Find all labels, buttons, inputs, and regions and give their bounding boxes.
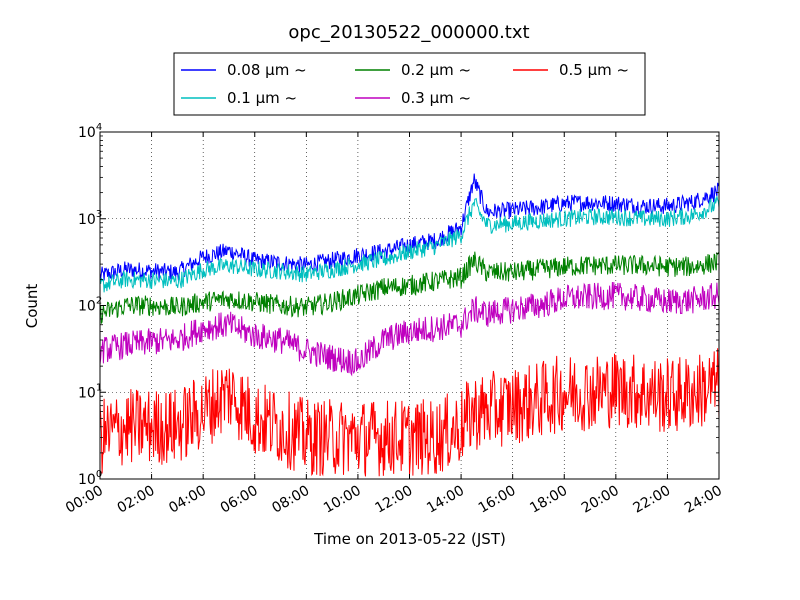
legend-label: 0.08 μm ~	[227, 61, 307, 79]
y-tick-base: 10	[78, 212, 96, 228]
series-line	[99, 281, 720, 377]
legend-box	[173, 52, 646, 116]
y-tick-base: 10	[78, 125, 96, 141]
chart-title: opc_20130522_000000.txt	[288, 22, 529, 43]
legend-item: 0.1 μm ~	[181, 89, 297, 107]
series-line	[99, 251, 720, 324]
series-3	[99, 281, 720, 377]
y-tick-label: 100	[78, 469, 102, 488]
plot-area	[99, 131, 720, 480]
y-tick-base: 10	[78, 385, 96, 401]
y-tick-base: 10	[78, 299, 96, 315]
y-tick-label: 101	[78, 382, 102, 401]
legend-label: 0.1 μm ~	[227, 89, 297, 107]
y-axis-label: Count	[23, 284, 41, 329]
legend: 0.08 μm ~ 0.1 μm ~ 0.2 μm ~ 0.3 μm ~ 0.5 μm …	[173, 52, 646, 116]
legend-label: 0.5 μm ~	[559, 61, 629, 79]
legend-item: 0.2 μm ~	[355, 61, 471, 79]
legend-label: 0.3 μm ~	[401, 89, 471, 107]
legend-item: 0.08 μm ~	[181, 61, 307, 79]
legend-label: 0.2 μm ~	[401, 61, 471, 79]
y-tick-exponent: 0	[96, 469, 102, 480]
series-line	[99, 195, 720, 293]
x-axis-label: Time on 2013-05-22 (JST)	[313, 530, 506, 548]
series-2	[99, 251, 720, 324]
legend-item: 0.3 μm ~	[355, 89, 471, 107]
y-tick-exponent: 1	[96, 382, 102, 393]
y-tick-exponent: 3	[96, 209, 102, 220]
y-tick-label: 104	[78, 122, 102, 141]
ticks	[99, 131, 720, 480]
legend-item: 0.5 μm ~	[513, 61, 629, 79]
y-tick-label: 103	[78, 209, 102, 228]
y-tick-label: 102	[78, 296, 102, 315]
y-tick-exponent: 2	[96, 296, 102, 307]
y-tick-exponent: 4	[96, 122, 102, 133]
y-tick-base: 10	[78, 472, 96, 488]
series-line	[99, 173, 720, 281]
